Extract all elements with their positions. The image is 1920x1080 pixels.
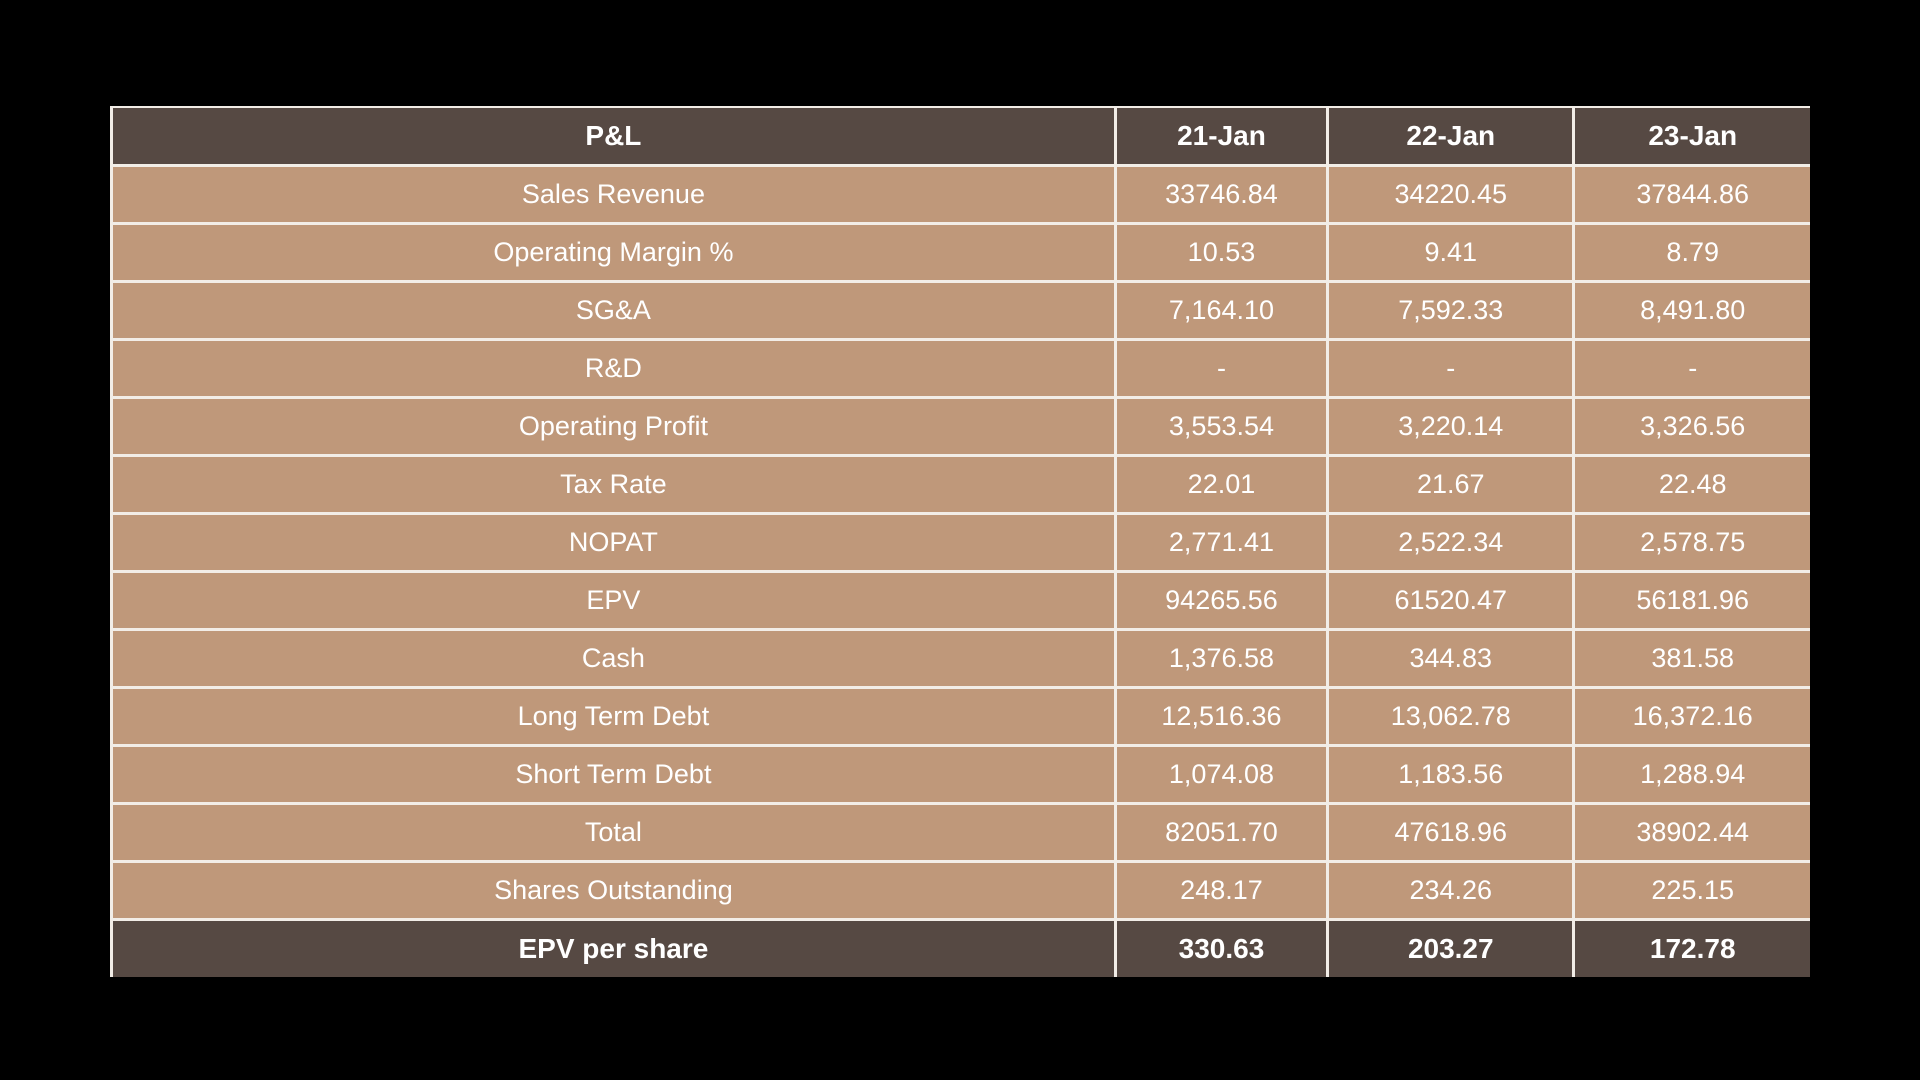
value-cell[interactable]: 1,074.08 bbox=[1113, 743, 1330, 805]
table-row-sales-revenue: Sales Revenue 33746.84 34220.45 37844.86 bbox=[110, 163, 1810, 225]
table-row-short-term-debt: Short Term Debt 1,074.08 1,183.56 1,288.… bbox=[110, 743, 1810, 805]
value-cell[interactable]: 1,183.56 bbox=[1326, 743, 1576, 805]
value-cell[interactable]: 1,288.94 bbox=[1572, 743, 1810, 805]
row-label-cell[interactable]: Short Term Debt bbox=[110, 743, 1117, 805]
value-cell[interactable]: 330.63 bbox=[1113, 917, 1330, 977]
table-header: P&L 21-Jan 22-Jan 23-Jan bbox=[110, 106, 1810, 167]
value-cell[interactable]: 94265.56 bbox=[1113, 569, 1330, 631]
row-label-cell[interactable]: Sales Revenue bbox=[110, 163, 1117, 225]
value-cell[interactable]: 37844.86 bbox=[1572, 163, 1810, 225]
value-cell[interactable]: - bbox=[1326, 337, 1576, 399]
value-cell[interactable]: 2,578.75 bbox=[1572, 511, 1810, 573]
column-header-pl[interactable]: P&L bbox=[110, 106, 1117, 167]
value-cell[interactable]: 61520.47 bbox=[1326, 569, 1576, 631]
table-footer: EPV per share 330.63 203.27 172.78 bbox=[110, 917, 1810, 977]
value-cell[interactable]: 33746.84 bbox=[1113, 163, 1330, 225]
row-label-cell[interactable]: SG&A bbox=[110, 279, 1117, 341]
row-label-cell[interactable]: Long Term Debt bbox=[110, 685, 1117, 747]
value-cell[interactable]: 47618.96 bbox=[1326, 801, 1576, 863]
value-cell[interactable]: 2,522.34 bbox=[1326, 511, 1576, 573]
value-cell[interactable]: 3,326.56 bbox=[1572, 395, 1810, 457]
table-row-tax-rate: Tax Rate 22.01 21.67 22.48 bbox=[110, 453, 1810, 515]
value-cell[interactable]: 34220.45 bbox=[1326, 163, 1576, 225]
value-cell[interactable]: 8.79 bbox=[1572, 221, 1810, 283]
value-cell[interactable]: 56181.96 bbox=[1572, 569, 1810, 631]
table-row-operating-margin: Operating Margin % 10.53 9.41 8.79 bbox=[110, 221, 1810, 283]
table-body: Sales Revenue 33746.84 34220.45 37844.86… bbox=[110, 163, 1810, 921]
value-cell[interactable]: 16,372.16 bbox=[1572, 685, 1810, 747]
value-cell[interactable]: 13,062.78 bbox=[1326, 685, 1576, 747]
value-cell[interactable]: 234.26 bbox=[1326, 859, 1576, 921]
value-cell[interactable]: 248.17 bbox=[1113, 859, 1330, 921]
value-cell[interactable]: 22.01 bbox=[1113, 453, 1330, 515]
row-label-cell[interactable]: EPV per share bbox=[110, 917, 1117, 977]
table-row-operating-profit: Operating Profit 3,553.54 3,220.14 3,326… bbox=[110, 395, 1810, 457]
value-cell[interactable]: 7,164.10 bbox=[1113, 279, 1330, 341]
value-cell[interactable]: - bbox=[1113, 337, 1330, 399]
row-label-cell[interactable]: EPV bbox=[110, 569, 1117, 631]
row-label-cell[interactable]: Shares Outstanding bbox=[110, 859, 1117, 921]
value-cell[interactable]: 3,553.54 bbox=[1113, 395, 1330, 457]
value-cell[interactable]: 3,220.14 bbox=[1326, 395, 1576, 457]
table-row-sga: SG&A 7,164.10 7,592.33 8,491.80 bbox=[110, 279, 1810, 341]
value-cell[interactable]: 203.27 bbox=[1326, 917, 1576, 977]
table-row-rd: R&D - - - bbox=[110, 337, 1810, 399]
row-label-cell[interactable]: Operating Profit bbox=[110, 395, 1117, 457]
table-row-epv-per-share: EPV per share 330.63 203.27 172.78 bbox=[110, 917, 1810, 977]
column-header-23-jan[interactable]: 23-Jan bbox=[1572, 106, 1810, 167]
value-cell[interactable]: 22.48 bbox=[1572, 453, 1810, 515]
table-row-total: Total 82051.70 47618.96 38902.44 bbox=[110, 801, 1810, 863]
row-label-cell[interactable]: Total bbox=[110, 801, 1117, 863]
pl-table-container: P&L 21-Jan 22-Jan 23-Jan Sales Revenue 3… bbox=[110, 106, 1810, 977]
value-cell[interactable]: 38902.44 bbox=[1572, 801, 1810, 863]
header-row: P&L 21-Jan 22-Jan 23-Jan bbox=[110, 106, 1810, 167]
value-cell[interactable]: 2,771.41 bbox=[1113, 511, 1330, 573]
value-cell[interactable]: 8,491.80 bbox=[1572, 279, 1810, 341]
row-label-cell[interactable]: Cash bbox=[110, 627, 1117, 689]
value-cell[interactable]: 344.83 bbox=[1326, 627, 1576, 689]
column-header-22-jan[interactable]: 22-Jan bbox=[1326, 106, 1576, 167]
value-cell[interactable]: 7,592.33 bbox=[1326, 279, 1576, 341]
column-header-21-jan[interactable]: 21-Jan bbox=[1113, 106, 1330, 167]
row-label-cell[interactable]: Operating Margin % bbox=[110, 221, 1117, 283]
table-row-cash: Cash 1,376.58 344.83 381.58 bbox=[110, 627, 1810, 689]
row-label-cell[interactable]: Tax Rate bbox=[110, 453, 1117, 515]
value-cell[interactable]: 225.15 bbox=[1572, 859, 1810, 921]
table-row-shares-outstanding: Shares Outstanding 248.17 234.26 225.15 bbox=[110, 859, 1810, 921]
pl-table: P&L 21-Jan 22-Jan 23-Jan Sales Revenue 3… bbox=[110, 106, 1810, 977]
value-cell[interactable]: 82051.70 bbox=[1113, 801, 1330, 863]
value-cell[interactable]: 172.78 bbox=[1572, 917, 1810, 977]
value-cell[interactable]: 12,516.36 bbox=[1113, 685, 1330, 747]
row-label-cell[interactable]: NOPAT bbox=[110, 511, 1117, 573]
value-cell[interactable]: 1,376.58 bbox=[1113, 627, 1330, 689]
value-cell[interactable]: 21.67 bbox=[1326, 453, 1576, 515]
value-cell[interactable]: 10.53 bbox=[1113, 221, 1330, 283]
value-cell[interactable]: - bbox=[1572, 337, 1810, 399]
value-cell[interactable]: 381.58 bbox=[1572, 627, 1810, 689]
table-row-long-term-debt: Long Term Debt 12,516.36 13,062.78 16,37… bbox=[110, 685, 1810, 747]
value-cell[interactable]: 9.41 bbox=[1326, 221, 1576, 283]
table-row-epv: EPV 94265.56 61520.47 56181.96 bbox=[110, 569, 1810, 631]
row-label-cell[interactable]: R&D bbox=[110, 337, 1117, 399]
table-row-nopat: NOPAT 2,771.41 2,522.34 2,578.75 bbox=[110, 511, 1810, 573]
